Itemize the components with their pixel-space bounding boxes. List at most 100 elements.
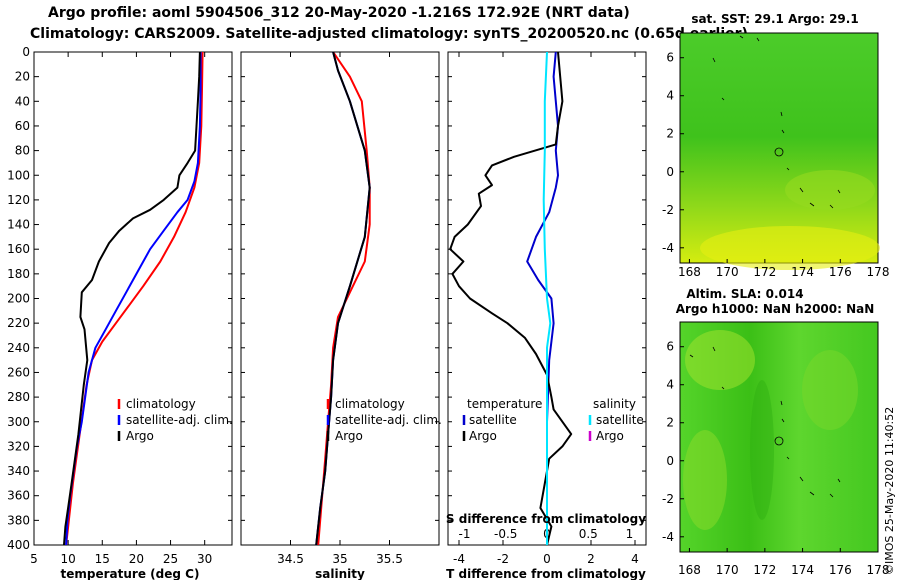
depth-tick-label: 300	[7, 415, 30, 429]
map-y-tick-label: -2	[662, 492, 674, 506]
depth-tick-label: 320	[7, 439, 30, 453]
map-x-tick-label: 178	[867, 563, 890, 577]
x-tick-label: 2	[587, 552, 595, 566]
map-y-tick-label: 2	[666, 416, 674, 430]
x-tick-label: 10	[60, 552, 75, 566]
map-x-tick-label: 170	[716, 265, 739, 279]
salinity-plot-frame	[240, 51, 440, 546]
difference-legend-temperature: temperature satellite Argo	[462, 397, 542, 443]
s-diff-tick-label: 1	[626, 527, 634, 541]
t-difference-x-axis: -4 -2 0 2 4	[448, 51, 646, 566]
depth-tick-label: 60	[15, 119, 30, 133]
sst-warm-patch	[700, 226, 880, 270]
map-y-tick-label: 6	[666, 340, 674, 354]
depth-tick-label: 100	[7, 168, 30, 182]
sla-coastlines	[689, 346, 841, 498]
depth-tick-label: 140	[7, 218, 30, 232]
legend-temperature-heading: temperature	[467, 397, 542, 411]
difference-panel: -4 -2 0 2 4 -1 -0.5 0 0.5 1 S difference from cl…	[446, 51, 647, 580]
map-y-tick-label: 6	[666, 51, 674, 65]
map-x-tick-label: 168	[678, 265, 701, 279]
legend-t-argo-label: Argo	[469, 429, 497, 443]
s-diff-tick-label: -1	[459, 527, 471, 541]
sla-map-title: Altim. SLA: 0.014	[686, 287, 803, 301]
legend-s-satellite-label: satellite	[596, 413, 644, 427]
map-x-tick-label: 176	[829, 265, 852, 279]
x-tick-label: 0	[543, 552, 551, 566]
x-tick-label: 30	[197, 552, 212, 566]
depth-tick-label: 340	[7, 464, 30, 478]
map-x-tick-label: 174	[791, 563, 814, 577]
depth-tick-label: 160	[7, 242, 30, 256]
salinity-xlabel: salinity	[315, 567, 365, 580]
map-x-tick-label: 176	[829, 563, 852, 577]
figure-title-line2: Climatology: CARS2009. Satellite-adjuste…	[30, 26, 748, 42]
series-line-argo-t	[449, 52, 573, 545]
map-y-tick-label: 4	[666, 378, 674, 392]
depth-tick-label: 80	[15, 144, 30, 158]
depth-tick-label: 40	[15, 94, 30, 108]
legend-salinity-heading: salinity	[593, 397, 636, 411]
x-tick-label: 35	[332, 552, 347, 566]
legend-argo-label: Argo	[126, 429, 154, 443]
s-diff-tick-label: 0.5	[579, 527, 598, 541]
depth-tick-label: 380	[7, 513, 30, 527]
map-x-tick-label: 170	[716, 563, 739, 577]
depth-tick-label: 120	[7, 193, 30, 207]
sla-high-patch-east	[802, 350, 858, 430]
imos-timestamp: ©IMOS 25-May-2020 11:40:52	[883, 406, 896, 575]
map-y-tick-label: 0	[666, 454, 674, 468]
x-tick-label: 15	[95, 552, 110, 566]
map-y-tick-label: 2	[666, 127, 674, 141]
x-tick-label: 25	[163, 552, 178, 566]
map-y-tick-label: -2	[662, 203, 674, 217]
temperature-xlabel: temperature (deg C)	[61, 567, 200, 580]
s-diff-tick-label: -0.5	[494, 527, 517, 541]
temperature-lines	[63, 52, 204, 545]
x-tick-label: 4	[631, 552, 639, 566]
difference-lines	[449, 52, 573, 545]
x-tick-label: 34.5	[277, 552, 304, 566]
map-y-tick-label: 4	[666, 89, 674, 103]
legend-argo-label: Argo	[335, 429, 363, 443]
map-x-tick-label: 168	[678, 563, 701, 577]
depth-tick-label: 360	[7, 489, 30, 503]
temperature-panel: 0 20 40 60 80 100 120 140 160 180 200 220 240 260 280 3…	[7, 45, 233, 580]
legend-climatology-label: climatology	[126, 397, 196, 411]
series-line-argo	[63, 52, 201, 545]
t-difference-xlabel: T difference from climatology	[446, 567, 646, 580]
figure-title-line1: Argo profile: aoml 5904506_312 20-May-20…	[48, 5, 630, 21]
map-x-tick-label: 172	[753, 563, 776, 577]
map-x-tick-label: 174	[791, 265, 814, 279]
salinity-lines	[315, 52, 371, 545]
salinity-x-axis: 34.5 35 35.5	[241, 51, 439, 566]
depth-tick-label: 20	[15, 70, 30, 84]
sla-map: Altim. SLA: 0.014 Argo h1000: NaN h2000:…	[662, 287, 889, 577]
map-y-tick-label: -4	[662, 241, 674, 255]
sla-high-patch	[685, 330, 755, 390]
legend-t-satellite-label: satellite	[469, 413, 517, 427]
series-line-temperature-satellite	[526, 52, 559, 545]
depth-tick-label: 180	[7, 267, 30, 281]
x-tick-label: 20	[129, 552, 144, 566]
depth-tick-label: 240	[7, 341, 30, 355]
series-line-salinity-satellite	[542, 52, 552, 545]
depth-axis: 0 20 40 60 80 100 120 140 160 180 200 220 240 260 280 3…	[7, 45, 39, 552]
s-difference-label: S difference from climatology	[446, 512, 646, 526]
legend-climatology-label: climatology	[335, 397, 405, 411]
legend-s-argo-label: Argo	[596, 429, 624, 443]
sla-map-axes: 168 170 172 174 176 178 -4 -2 0 2 4 6	[662, 340, 889, 577]
sst-warm-patch-east	[785, 170, 875, 210]
x-tick-label: 5	[30, 552, 38, 566]
map-y-tick-label: -4	[662, 530, 674, 544]
salinity-legend: climatology satellite-adj. clim. Argo	[326, 397, 442, 443]
x-tick-label: -4	[453, 552, 465, 566]
depth-tick-label: 200	[7, 292, 30, 306]
sla-low-band	[750, 380, 774, 520]
sst-map: sat. SST: 29.1 Argo: 29.1 168 170 172 174 17…	[662, 12, 889, 279]
difference-legend-salinity: salinity satellite Argo	[588, 397, 644, 443]
depth-tick-label: 400	[7, 538, 30, 552]
depth-tick-label: 0	[22, 45, 30, 59]
series-line-argo	[315, 52, 371, 545]
